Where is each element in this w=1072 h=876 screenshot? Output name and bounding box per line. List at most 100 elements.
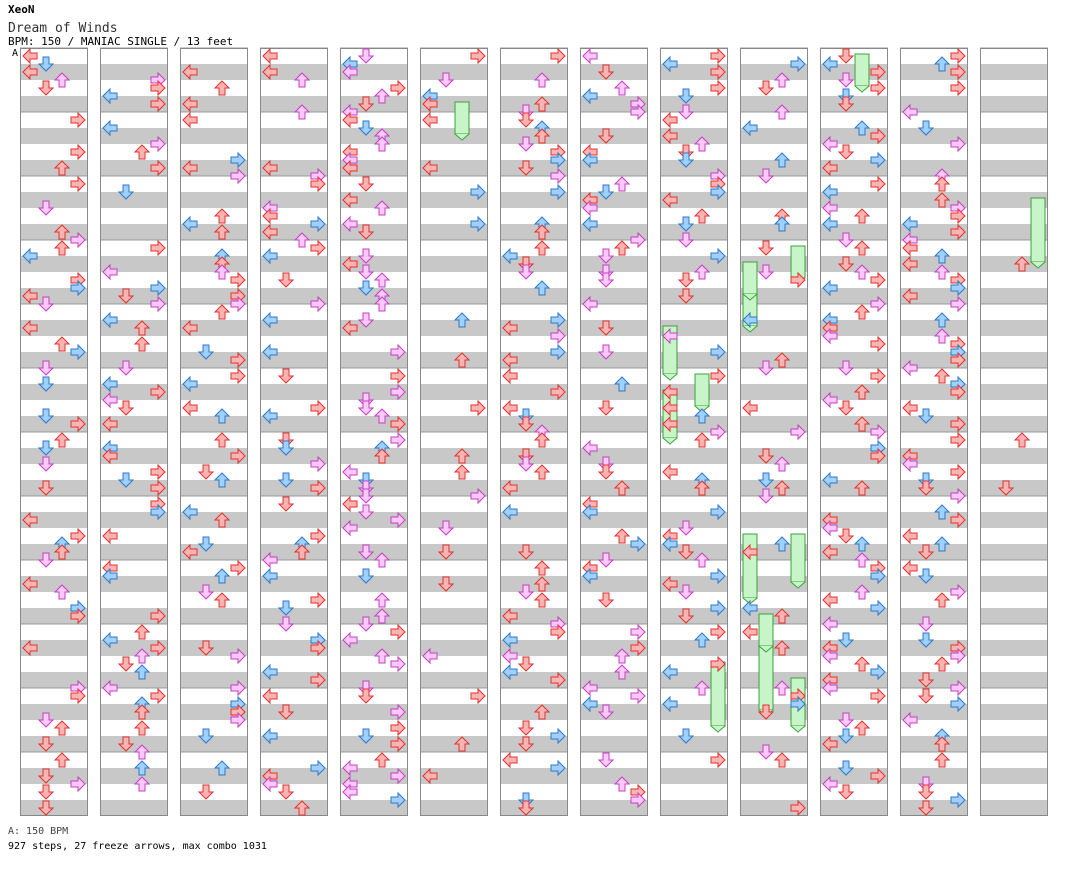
- step-arrow-right: [230, 151, 246, 169]
- step-arrow-right: [550, 327, 566, 345]
- freeze-arrow-body: [790, 533, 806, 583]
- step-arrow-down: [917, 688, 935, 704]
- beat-band: [20, 512, 88, 528]
- column-border: [580, 48, 648, 816]
- footer-summary: 927 steps, 27 freeze arrows, max combo 1…: [8, 841, 267, 852]
- step-arrow-down: [197, 728, 215, 744]
- step-arrow-right: [950, 583, 966, 601]
- step-arrow-right: [710, 367, 726, 385]
- step-arrow-up: [533, 592, 551, 608]
- step-arrow-left: [822, 391, 838, 409]
- beat-band: [20, 640, 88, 656]
- step-arrow-left: [902, 103, 918, 121]
- step-arrow-up: [213, 432, 231, 448]
- beat-band: [660, 576, 728, 592]
- step-arrow-left: [182, 111, 198, 129]
- step-arrow-up: [373, 200, 391, 216]
- step-arrow-down: [517, 720, 535, 736]
- step-arrow-right: [870, 767, 886, 785]
- beat-band: [740, 64, 808, 80]
- step-arrow-right: [310, 591, 326, 609]
- step-arrow-left: [742, 623, 758, 641]
- step-arrow-left: [902, 359, 918, 377]
- step-arrow-down: [197, 464, 215, 480]
- beat-band: [420, 512, 488, 528]
- step-arrow-left: [502, 399, 518, 417]
- step-arrow-down: [517, 456, 535, 472]
- step-arrow-up: [373, 592, 391, 608]
- beat-band: [660, 448, 728, 464]
- step-arrow-left: [742, 543, 758, 561]
- beat-band: [820, 736, 888, 752]
- step-arrow-down: [357, 568, 375, 584]
- step-arrow-down: [37, 768, 55, 784]
- chart-column-13: [980, 47, 1048, 816]
- step-arrow-right: [310, 639, 326, 657]
- step-arrow-right: [230, 351, 246, 369]
- beat-band: [980, 384, 1048, 400]
- step-arrow-down: [597, 592, 615, 608]
- step-arrow-left: [502, 367, 518, 385]
- step-arrow-down: [757, 80, 775, 96]
- step-arrow-right: [710, 63, 726, 81]
- step-arrow-left: [102, 567, 118, 585]
- step-arrow-right: [550, 623, 566, 641]
- step-arrow-right: [230, 559, 246, 577]
- step-arrow-right: [150, 479, 166, 497]
- step-arrow-right: [950, 487, 966, 505]
- beat-band: [660, 480, 728, 496]
- step-arrow-up: [933, 192, 951, 208]
- step-arrow-left: [262, 551, 278, 569]
- beat-band: [260, 352, 328, 368]
- step-arrow-down: [357, 176, 375, 192]
- beat-band: [260, 64, 328, 80]
- beat-band: [500, 64, 568, 80]
- step-arrow-right: [310, 175, 326, 193]
- beat-band: [500, 352, 568, 368]
- beat-band: [100, 800, 168, 816]
- step-arrow-down: [757, 360, 775, 376]
- beat-band: [420, 416, 488, 432]
- step-arrow-left: [822, 135, 838, 153]
- freeze-arrow-tail: [1030, 261, 1046, 269]
- step-arrow-right: [950, 695, 966, 713]
- step-arrow-right: [710, 183, 726, 201]
- step-arrow-up: [213, 568, 231, 584]
- beat-band: [340, 704, 408, 720]
- beat-band: [500, 768, 568, 784]
- step-arrow-up: [773, 216, 791, 232]
- beat-band: [580, 544, 648, 560]
- beat-band: [500, 192, 568, 208]
- step-arrow-down: [197, 536, 215, 552]
- step-arrow-up: [453, 736, 471, 752]
- beat-band: [420, 160, 488, 176]
- step-arrow-right: [310, 239, 326, 257]
- step-arrow-right: [230, 167, 246, 185]
- step-arrow-right: [790, 695, 806, 713]
- step-arrow-down: [357, 400, 375, 416]
- step-arrow-right: [950, 383, 966, 401]
- step-arrow-down: [277, 704, 295, 720]
- beat-band: [340, 768, 408, 784]
- beat-band: [180, 160, 248, 176]
- step-arrow-left: [102, 631, 118, 649]
- beat-band: [100, 768, 168, 784]
- beat-band: [980, 640, 1048, 656]
- step-arrow-right: [390, 511, 406, 529]
- step-arrow-left: [902, 711, 918, 729]
- beat-band: [340, 800, 408, 816]
- step-arrow-down: [837, 232, 855, 248]
- freeze-arrow-body: [758, 645, 774, 711]
- beat-band: [100, 512, 168, 528]
- beat-band: [900, 704, 968, 720]
- step-arrow-down: [917, 568, 935, 584]
- step-arrow-up: [213, 408, 231, 424]
- step-arrow-up: [133, 624, 151, 640]
- beat-band: [900, 160, 968, 176]
- step-arrow-down: [677, 272, 695, 288]
- step-arrow-right: [390, 343, 406, 361]
- step-arrow-right: [230, 447, 246, 465]
- step-arrow-down: [837, 144, 855, 160]
- step-arrow-left: [822, 543, 838, 561]
